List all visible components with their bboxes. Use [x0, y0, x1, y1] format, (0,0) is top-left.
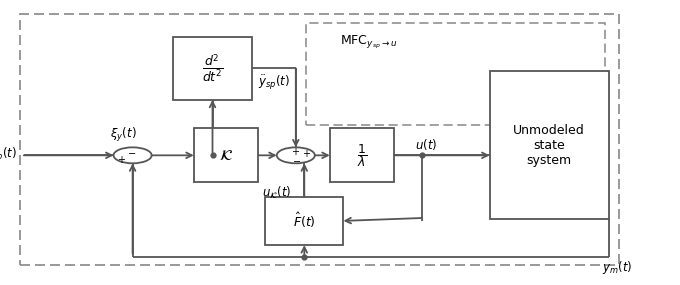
Text: $\mathrm{MFC}_{y_{sp}\mathit{\rightarrow} u}$: $\mathrm{MFC}_{y_{sp}\mathit{\rightarrow…: [340, 34, 397, 51]
Text: $\xi_y(t)$: $\xi_y(t)$: [110, 127, 137, 144]
Text: $y_{sp}(t)$: $y_{sp}(t)$: [0, 146, 17, 164]
Text: $y_m(t)$: $y_m(t)$: [602, 259, 632, 276]
Text: $\dfrac{1}{\lambda}$: $\dfrac{1}{\lambda}$: [357, 142, 367, 169]
Bar: [306, 23, 605, 125]
Bar: [20, 14, 619, 265]
Text: $+$: $+$: [290, 146, 300, 157]
Text: $u_{\mathcal{K}}(t)$: $u_{\mathcal{K}}(t)$: [262, 185, 291, 201]
Bar: [173, 37, 252, 100]
Text: Unmodeled
state
system: Unmodeled state system: [513, 124, 585, 167]
Bar: [194, 128, 258, 182]
Bar: [490, 71, 609, 219]
Text: $\dfrac{d^2}{dt^2}$: $\dfrac{d^2}{dt^2}$: [202, 52, 223, 84]
Text: $+$: $+$: [117, 154, 126, 165]
Text: $-$: $-$: [292, 155, 301, 165]
Text: $\ddot{y}_{sp}(t)$: $\ddot{y}_{sp}(t)$: [258, 74, 290, 92]
Bar: [330, 128, 394, 182]
Text: $-$: $-$: [127, 147, 137, 157]
Bar: [265, 197, 343, 245]
Text: $u(t)$: $u(t)$: [415, 137, 437, 152]
Text: $\mathcal{K}$: $\mathcal{K}$: [219, 148, 233, 163]
Text: $+$: $+$: [302, 148, 311, 159]
Text: $\hat{F}(t)$: $\hat{F}(t)$: [293, 211, 316, 230]
